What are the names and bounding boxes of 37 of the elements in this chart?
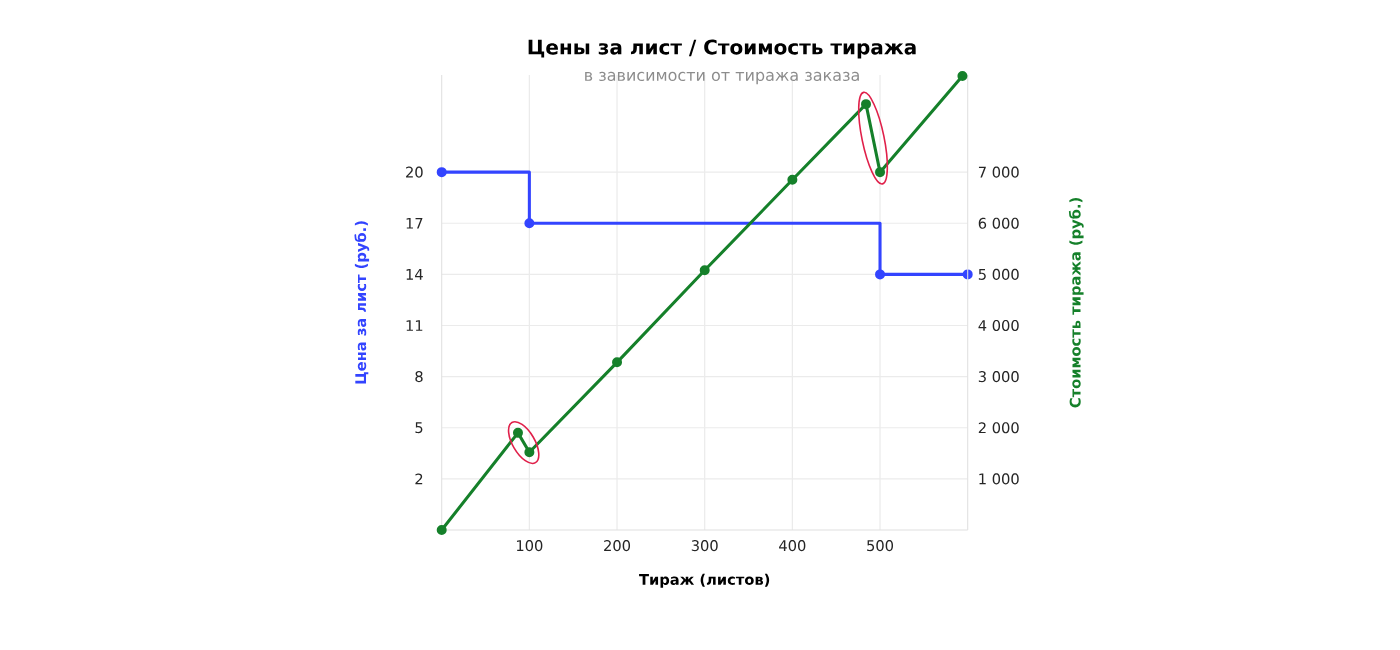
y-tick-label: 5 <box>415 422 423 434</box>
y-axis-title: Цена за лист (руб.) <box>354 221 370 384</box>
y2-tick-label: 6 000 <box>978 217 1019 229</box>
point <box>875 269 886 280</box>
y-tick-label: 2 <box>415 473 423 485</box>
y2-axis-title: Стоимость тиража (руб.) <box>1068 198 1084 408</box>
y-tick-label: 8 <box>415 371 423 383</box>
y-tick-label: 20 <box>406 166 423 178</box>
point <box>524 218 535 229</box>
point <box>861 99 872 110</box>
point <box>787 174 798 185</box>
point <box>875 167 886 178</box>
point <box>524 447 535 458</box>
x-tick-label: 400 <box>779 540 806 552</box>
point <box>436 524 447 536</box>
y2-tick-label: 5 000 <box>978 268 1019 280</box>
y-tick-label: 11 <box>406 320 423 331</box>
y2-tick-label: 2 000 <box>978 422 1019 434</box>
x-tick-label: 500 <box>867 540 894 552</box>
x-tick-label: 200 <box>604 540 631 552</box>
point <box>436 167 447 178</box>
point <box>612 357 623 368</box>
x-axis-title: Тираж (листов) <box>639 573 770 588</box>
x-tick-label: 300 <box>691 540 718 552</box>
y-tick-label: 14 <box>406 269 423 280</box>
y2-tick-label: 1 000 <box>979 473 1019 485</box>
y2-tick-label: 3 000 <box>978 371 1019 383</box>
x-tick-label: 100 <box>516 540 543 552</box>
point <box>699 265 710 276</box>
y2-tick-label: 7 000 <box>978 166 1019 178</box>
chart-title: Цены за лист / Стоимость тиража <box>528 39 916 59</box>
point <box>957 71 968 82</box>
y-tick-label: 17 <box>406 217 423 229</box>
point <box>962 269 973 280</box>
y2-tick-label: 4 000 <box>978 319 1019 332</box>
chart-subtitle: в зависимости от тиража заказа <box>585 71 859 85</box>
point <box>512 427 523 438</box>
